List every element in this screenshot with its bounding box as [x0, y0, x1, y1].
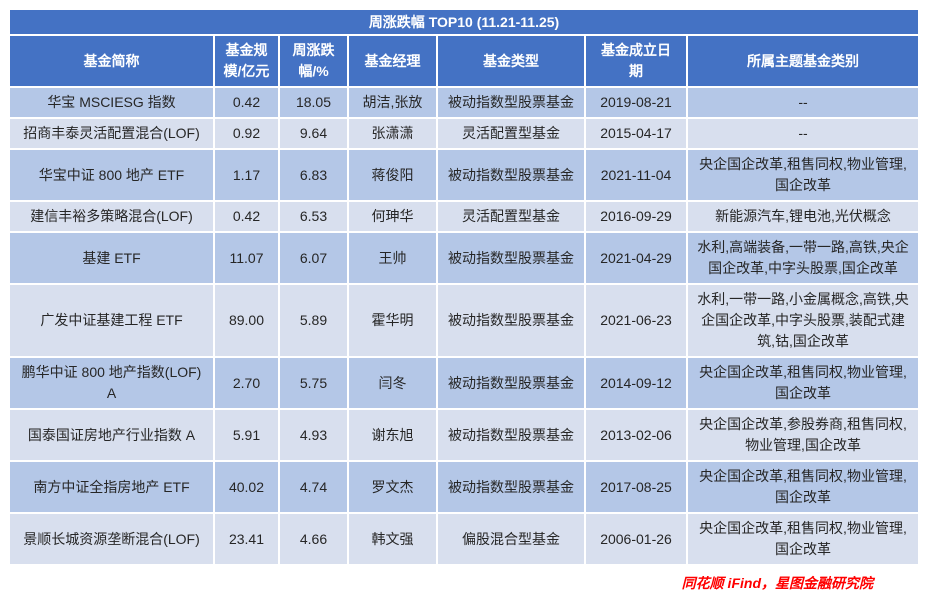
cell-fund-name: 基建 ETF — [8, 231, 215, 285]
cell-fund-scale: 1.17 — [213, 148, 280, 202]
cell-fund-scale: 0.92 — [213, 117, 280, 150]
cell-weekly-change: 4.74 — [278, 460, 349, 514]
table-header-row: 基金简称 基金规模/亿元 周涨跌幅/% 基金经理 基金类型 基金成立日期 所属主… — [8, 34, 921, 88]
cell-theme-category: -- — [685, 86, 921, 119]
cell-inception-date: 2021-11-04 — [584, 148, 688, 202]
cell-fund-name: 华宝中证 800 地产 ETF — [8, 148, 215, 202]
table-row: 景顺长城资源垄断混合(LOF) 23.41 4.66 韩文强 偏股混合型基金 2… — [8, 512, 921, 566]
table-row: 鹏华中证 800 地产指数(LOF)A 2.70 5.75 闫冬 被动指数型股票… — [8, 356, 921, 410]
cell-fund-name: 南方中证全指房地产 ETF — [8, 460, 215, 514]
cell-theme-category: 央企国企改革,租售同权,物业管理,国企改革 — [685, 148, 921, 202]
cell-fund-scale: 0.42 — [213, 200, 280, 233]
cell-fund-manager: 罗文杰 — [347, 460, 438, 514]
cell-theme-category: 新能源汽车,锂电池,光伏概念 — [685, 200, 921, 233]
cell-fund-manager: 张潇潇 — [347, 117, 438, 150]
cell-fund-type: 被动指数型股票基金 — [436, 86, 586, 119]
cell-theme-category: 央企国企改革,参股券商,租售同权,物业管理,国企改革 — [685, 408, 921, 462]
table-row: 招商丰泰灵活配置混合(LOF) 0.92 9.64 张潇潇 灵活配置型基金 20… — [8, 117, 921, 150]
cell-weekly-change: 4.66 — [278, 512, 349, 566]
cell-weekly-change: 4.93 — [278, 408, 349, 462]
cell-fund-scale: 11.07 — [213, 231, 280, 285]
col-header-inception-date: 基金成立日期 — [584, 34, 688, 88]
cell-inception-date: 2021-06-23 — [584, 283, 688, 358]
table-title-row: 周涨跌幅 TOP10 (11.21-11.25) — [7, 8, 921, 36]
cell-fund-name: 景顺长城资源垄断混合(LOF) — [8, 512, 215, 566]
table-title: 周涨跌幅 TOP10 (11.21-11.25) — [7, 8, 921, 36]
cell-fund-scale: 2.70 — [213, 356, 280, 410]
cell-fund-scale: 5.91 — [213, 408, 280, 462]
cell-fund-scale: 40.02 — [213, 460, 280, 514]
cell-inception-date: 2014-09-12 — [584, 356, 688, 410]
col-header-fund-scale: 基金规模/亿元 — [213, 34, 280, 88]
cell-fund-manager: 王帅 — [347, 231, 438, 285]
cell-weekly-change: 6.83 — [278, 148, 349, 202]
table-row: 国泰国证房地产行业指数 A 5.91 4.93 谢东旭 被动指数型股票基金 20… — [8, 408, 921, 462]
col-header-weekly-change: 周涨跌幅/% — [278, 34, 349, 88]
cell-theme-category: 水利,一带一路,小金属概念,高铁,央企国企改革,中字头股票,装配式建筑,钴,国企… — [685, 283, 921, 358]
cell-fund-type: 被动指数型股票基金 — [436, 283, 586, 358]
cell-fund-type: 被动指数型股票基金 — [436, 148, 586, 202]
cell-inception-date: 2016-09-29 — [584, 200, 688, 233]
cell-inception-date: 2017-08-25 — [584, 460, 688, 514]
source-attribution: 同花顺 iFind，星图金融研究院 — [681, 575, 873, 591]
col-header-fund-type: 基金类型 — [436, 34, 586, 88]
cell-fund-type: 被动指数型股票基金 — [436, 231, 586, 285]
cell-fund-manager: 蒋俊阳 — [347, 148, 438, 202]
cell-inception-date: 2019-08-21 — [584, 86, 688, 119]
cell-weekly-change: 6.07 — [278, 231, 349, 285]
cell-inception-date: 2006-01-26 — [584, 512, 688, 566]
cell-inception-date: 2013-02-06 — [584, 408, 688, 462]
table-row: 华宝 MSCIESG 指数 0.42 18.05 胡洁,张放 被动指数型股票基金… — [8, 86, 921, 119]
cell-theme-category: 央企国企改革,租售同权,物业管理,国企改革 — [685, 460, 921, 514]
cell-fund-name: 鹏华中证 800 地产指数(LOF)A — [8, 356, 215, 410]
cell-weekly-change: 5.89 — [278, 283, 349, 358]
cell-fund-manager: 何珅华 — [347, 200, 438, 233]
cell-fund-type: 被动指数型股票基金 — [436, 460, 586, 514]
cell-fund-scale: 0.42 — [213, 86, 280, 119]
col-header-fund-manager: 基金经理 — [347, 34, 438, 88]
cell-fund-name: 招商丰泰灵活配置混合(LOF) — [8, 117, 215, 150]
table-row: 南方中证全指房地产 ETF 40.02 4.74 罗文杰 被动指数型股票基金 2… — [8, 460, 921, 514]
cell-weekly-change: 6.53 — [278, 200, 349, 233]
cell-fund-name: 建信丰裕多策略混合(LOF) — [8, 200, 215, 233]
cell-theme-category: 央企国企改革,租售同权,物业管理,国企改革 — [685, 512, 921, 566]
cell-theme-category: 央企国企改革,租售同权,物业管理,国企改革 — [685, 356, 921, 410]
cell-fund-type: 被动指数型股票基金 — [436, 408, 586, 462]
col-header-theme-category: 所属主题基金类别 — [685, 34, 921, 88]
cell-inception-date: 2015-04-17 — [584, 117, 688, 150]
table-row: 华宝中证 800 地产 ETF 1.17 6.83 蒋俊阳 被动指数型股票基金 … — [8, 148, 921, 202]
fund-top10-table: 周涨跌幅 TOP10 (11.21-11.25) 基金简称 基金规模/亿元 周涨… — [7, 8, 921, 566]
cell-fund-name: 广发中证基建工程 ETF — [8, 283, 215, 358]
cell-fund-type: 灵活配置型基金 — [436, 117, 586, 150]
cell-fund-manager: 韩文强 — [347, 512, 438, 566]
cell-fund-manager: 霍华明 — [347, 283, 438, 358]
table-row: 广发中证基建工程 ETF 89.00 5.89 霍华明 被动指数型股票基金 20… — [8, 283, 921, 358]
cell-weekly-change: 18.05 — [278, 86, 349, 119]
cell-fund-manager: 闫冬 — [347, 356, 438, 410]
cell-fund-type: 偏股混合型基金 — [436, 512, 586, 566]
cell-theme-category: 水利,高端装备,一带一路,高铁,央企国企改革,中字头股票,国企改革 — [685, 231, 921, 285]
cell-fund-scale: 89.00 — [213, 283, 280, 358]
table-row: 建信丰裕多策略混合(LOF) 0.42 6.53 何珅华 灵活配置型基金 201… — [8, 200, 921, 233]
cell-weekly-change: 5.75 — [278, 356, 349, 410]
cell-inception-date: 2021-04-29 — [584, 231, 688, 285]
cell-fund-scale: 23.41 — [213, 512, 280, 566]
col-header-fund-name: 基金简称 — [8, 34, 215, 88]
cell-fund-manager: 谢东旭 — [347, 408, 438, 462]
cell-fund-name: 国泰国证房地产行业指数 A — [8, 408, 215, 462]
cell-fund-type: 被动指数型股票基金 — [436, 356, 586, 410]
cell-fund-manager: 胡洁,张放 — [347, 86, 438, 119]
table-row: 基建 ETF 11.07 6.07 王帅 被动指数型股票基金 2021-04-2… — [8, 231, 921, 285]
cell-fund-type: 灵活配置型基金 — [436, 200, 586, 233]
cell-weekly-change: 9.64 — [278, 117, 349, 150]
cell-fund-name: 华宝 MSCIESG 指数 — [8, 86, 215, 119]
cell-theme-category: -- — [685, 117, 921, 150]
